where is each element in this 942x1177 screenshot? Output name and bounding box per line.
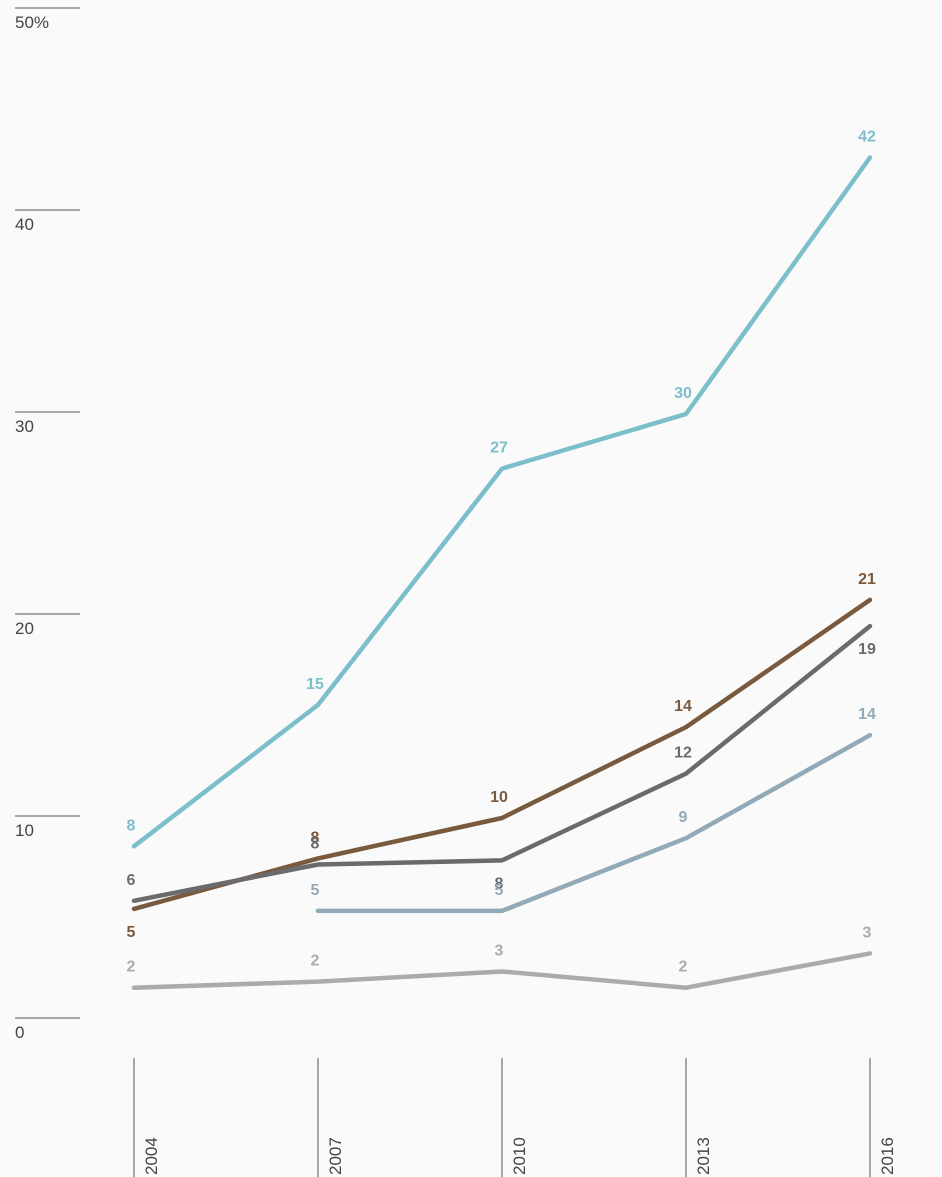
data-label: 14: [674, 698, 692, 715]
data-label: 15: [306, 676, 324, 693]
data-label: 3: [495, 943, 504, 960]
data-label: 21: [858, 571, 876, 588]
series-line: [131, 623, 873, 904]
data-label: 5: [495, 882, 504, 899]
data-label: 12: [674, 745, 692, 762]
x-tick-label: 2010: [510, 1137, 529, 1175]
data-label: 14: [858, 706, 876, 723]
data-label: 9: [679, 809, 688, 826]
y-tick-label: 20: [15, 619, 34, 638]
data-label: 19: [858, 641, 876, 658]
series-line: [131, 155, 873, 849]
x-tick-label: 2004: [142, 1137, 161, 1175]
data-label: 27: [490, 440, 508, 457]
data-label: 2: [679, 959, 688, 976]
series-line: [131, 951, 873, 990]
y-tick-label: 30: [15, 417, 34, 436]
data-label: 8: [495, 875, 504, 892]
data-label: 42: [858, 128, 876, 145]
data-label: 8: [127, 817, 136, 834]
y-tick-label: 10: [15, 821, 34, 840]
data-label: 3: [863, 924, 872, 941]
data-label: 5: [127, 924, 136, 941]
data-label: 2: [311, 953, 320, 970]
x-tick-label: 2016: [878, 1137, 897, 1175]
data-label: 8: [311, 829, 320, 846]
x-tick-label: 2013: [694, 1137, 713, 1175]
data-label: 10: [490, 789, 508, 806]
data-label: 2: [127, 959, 136, 976]
y-tick-label: 40: [15, 215, 34, 234]
y-tick-label: 50%: [15, 13, 49, 32]
series-line: [315, 732, 873, 914]
data-label: 5: [311, 882, 320, 899]
data-label: 8: [311, 835, 320, 852]
data-label: 30: [674, 385, 692, 402]
data-label: 6: [127, 872, 136, 889]
y-tick-label: 0: [15, 1023, 24, 1042]
x-tick-label: 2007: [326, 1137, 345, 1175]
